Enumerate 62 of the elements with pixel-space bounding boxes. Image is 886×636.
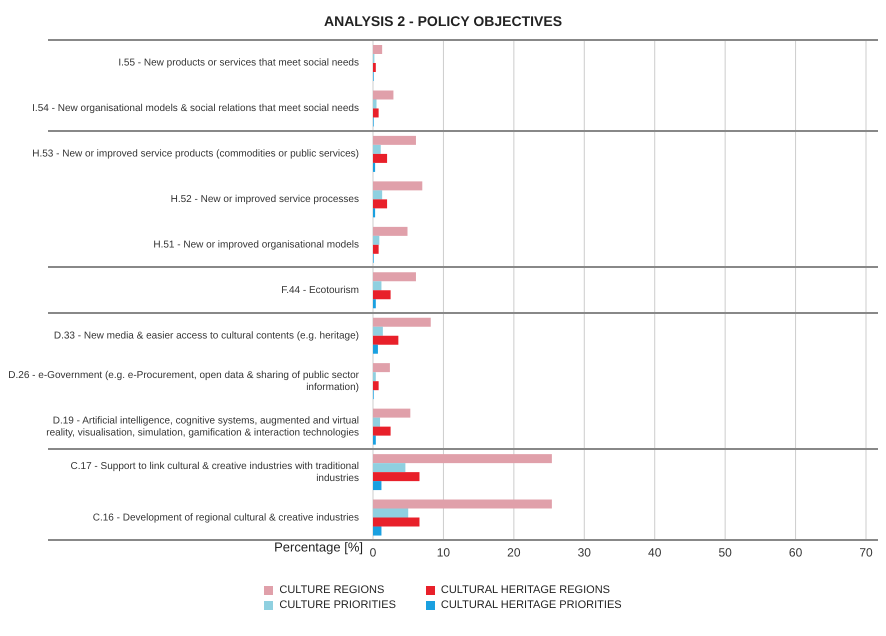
x-tick-label: 50 <box>718 546 732 560</box>
y-tick-label: D.33 - New media & easier access to cultural contents (e.g. heritage) <box>54 330 359 342</box>
bar <box>373 144 381 154</box>
bar <box>373 236 380 245</box>
bar <box>373 199 388 208</box>
bar <box>373 408 410 418</box>
bar <box>373 454 552 464</box>
chart-title: ANALYSIS 2 - POLICY OBJECTIVES <box>322 12 564 31</box>
y-tick-label: D.26 - e-Government (e.g. e-Procurement, open data & sharing of public sector information) <box>8 370 360 393</box>
bar <box>373 190 382 200</box>
bar <box>373 108 379 118</box>
bar <box>373 508 408 518</box>
y-tick-label: H.52 - New or improved service processes <box>170 194 359 206</box>
bar <box>373 63 376 72</box>
bar <box>373 500 552 509</box>
y-tick-label: F.44 - Ecotourism <box>281 285 359 296</box>
bar <box>373 326 383 336</box>
bar <box>373 344 378 354</box>
y-tick-label: I.55 - New products or services that meet social needs <box>118 58 359 69</box>
x-tick-label: 10 <box>436 546 450 560</box>
bar <box>373 363 390 372</box>
bar <box>373 526 382 536</box>
bar <box>373 99 377 108</box>
bar <box>373 372 376 382</box>
bar <box>373 381 379 390</box>
bar <box>373 336 398 345</box>
bar <box>373 244 379 254</box>
bar <box>373 154 388 163</box>
x-tick-label: 20 <box>507 546 521 560</box>
x-axis-title: Percentage [%] <box>274 540 363 555</box>
bar <box>373 418 380 427</box>
y-tick-label: H.51 - New or improved organisational models <box>153 240 359 251</box>
y-tick-label: C.16 - Development of regional cultural & creative industries <box>92 512 359 524</box>
bar <box>373 272 416 282</box>
x-tick-label: 70 <box>859 546 873 560</box>
legend-label: CULTURAL HERITAGE REGIONS <box>440 584 610 596</box>
bar <box>373 226 408 236</box>
bar <box>373 518 420 527</box>
bar <box>373 45 382 54</box>
bar <box>373 481 382 490</box>
x-tick-label: 30 <box>578 546 592 560</box>
x-tick-label: 60 <box>788 546 803 560</box>
bar <box>373 136 416 145</box>
x-tick-label: 40 <box>648 546 662 560</box>
bar <box>373 281 382 290</box>
y-tick-label: H.53 - New or improved service products (commodities or public services) <box>32 148 359 160</box>
legend-label: CULTURAL HERITAGE PRIORITIES <box>440 599 622 611</box>
y-tick-label: D.19 - Artificial intelligence, cognitive systems, augmented and virtual reality, visualisation, simulation, gamification & interaction technologies <box>46 415 359 438</box>
bar <box>373 299 376 308</box>
y-tick-label: I.54 - New organisational models & social relations that meet social needs <box>32 103 359 114</box>
bar <box>373 318 431 327</box>
bar <box>373 472 420 482</box>
x-tick-label: 0 <box>370 546 377 560</box>
bar <box>373 463 406 472</box>
bar <box>373 181 422 190</box>
bar <box>373 436 376 445</box>
bar <box>373 90 394 100</box>
bar <box>373 426 391 436</box>
legend-label: CULTURE PRIORITIES <box>279 599 396 611</box>
legend-label: CULTURE REGIONS <box>279 584 384 596</box>
y-tick-label: C.17 - Support to link cultural & creative industries with traditional industries <box>70 460 359 484</box>
bar <box>373 290 391 300</box>
